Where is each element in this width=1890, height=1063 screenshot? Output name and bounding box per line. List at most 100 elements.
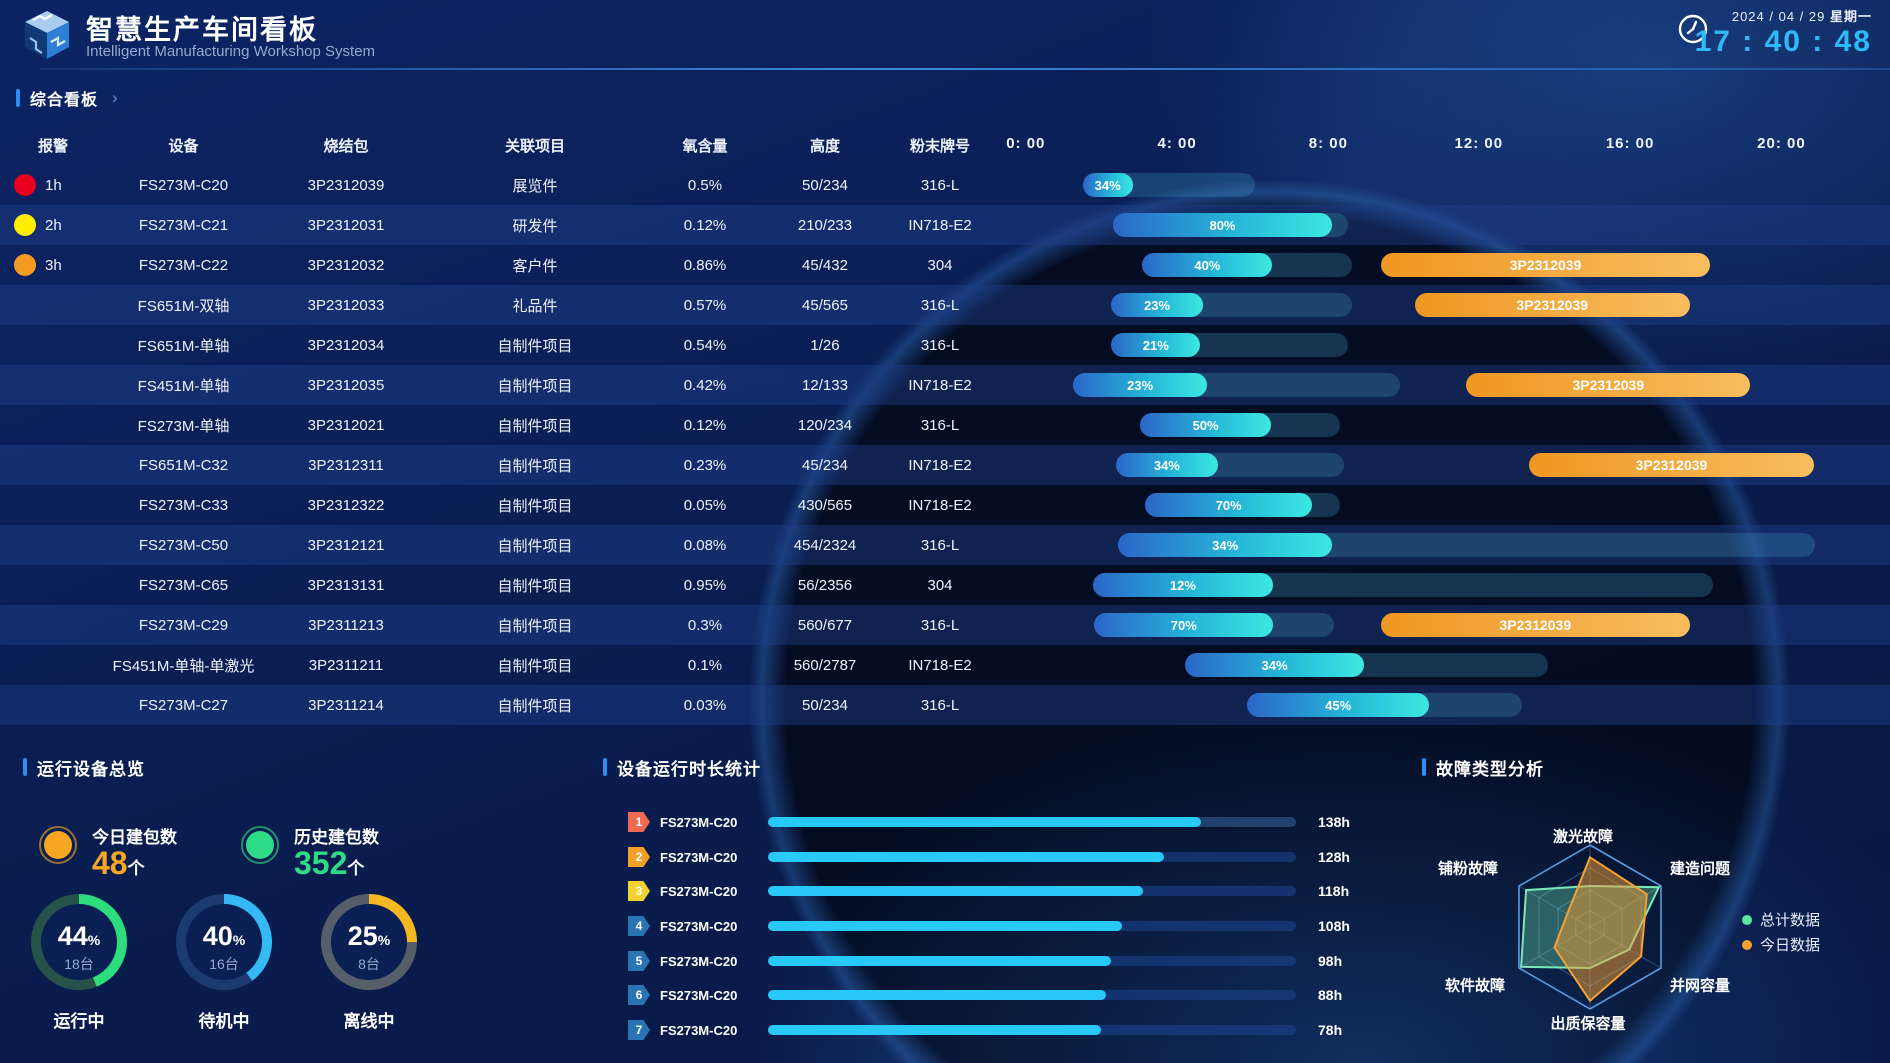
device-name: FS651M-单轴 xyxy=(137,337,230,355)
oxygen-content: 0.42% xyxy=(683,376,727,394)
col-header-project: 关联项目 xyxy=(504,137,565,155)
oxygen-content: 0.05% xyxy=(683,496,727,514)
breadcrumb-accent-bar xyxy=(16,89,20,107)
alarm-duration: 3h xyxy=(45,256,62,274)
breadcrumb-label[interactable]: 综合看板 xyxy=(30,92,99,109)
pack-id: 3P2312322 xyxy=(307,496,385,514)
panel-title-text: 运行设备总览 xyxy=(37,759,145,779)
table-row[interactable]: FS273M-C50 3P2312121 自制件项目 0.08% 454/2324 316… xyxy=(0,525,1890,565)
gantt-pack-bar: 3P2312039 xyxy=(1380,253,1711,277)
gantt-pack-bar: 3P2312039 xyxy=(1528,453,1815,477)
table-row[interactable]: FS651M-单轴 3P2312034 自制件项目 0.54% 1/26 316-L 21% xyxy=(0,325,1890,365)
table-row[interactable]: 3h FS273M-C22 3P2312032 客户件 0.86% 45/432 304 40… xyxy=(0,245,1890,285)
device-name: FS273M-C65 xyxy=(138,576,229,594)
gantt-cell: 12% xyxy=(1000,565,1890,605)
history-packs-value: 352个 xyxy=(294,845,365,881)
legend-item-total[interactable]: 总计数据 xyxy=(1742,909,1820,930)
radar-axis-label: 建造问题 xyxy=(1669,860,1731,878)
runtime-row[interactable]: 3 FS273M-C20 118h xyxy=(600,879,1390,903)
gauge-standby-label: 待机中 xyxy=(198,1012,250,1031)
oxygen-content: 0.08% xyxy=(683,536,727,554)
runtime-row[interactable]: 6 FS273M-C20 88h xyxy=(600,983,1390,1007)
oxygen-content: 0.1% xyxy=(687,656,723,674)
oxygen-content: 0.54% xyxy=(683,336,727,354)
height-value: 1/26 xyxy=(810,336,840,354)
table-row[interactable]: FS451M-单轴 3P2312035 自制件项目 0.42% 12/133 IN718-… xyxy=(0,365,1890,405)
height-value: 210/233 xyxy=(797,216,853,234)
height-value: 560/677 xyxy=(797,616,853,634)
pack-id: 3P2311214 xyxy=(308,696,384,714)
col-header-device: 设备 xyxy=(168,137,199,155)
fault-radar-chart xyxy=(1518,844,1662,1010)
breadcrumb[interactable]: 综合看板 › xyxy=(16,86,118,110)
gauge-offline-text: 25% 8台 xyxy=(347,921,391,972)
gantt-progress-bar: 45% xyxy=(1247,693,1429,717)
table-row[interactable]: FS273M-C33 3P2312322 自制件项目 0.05% 430/565 IN71… xyxy=(0,485,1890,525)
runtime-bar-fill xyxy=(768,921,1122,931)
rank-badge-icon: 5 xyxy=(628,951,650,971)
gantt-cell: 45% xyxy=(1000,685,1890,725)
table-row[interactable]: FS451M-单轴-单激光 3P2311211 自制件项目 0.1% 560/2787 I… xyxy=(0,645,1890,685)
rank-badge-icon: 6 xyxy=(628,985,650,1005)
powder-grade: IN718-E2 xyxy=(908,216,972,234)
device-name: FS651M-C32 xyxy=(138,456,229,474)
project-type: 展览件 xyxy=(512,177,558,195)
table-row[interactable]: 2h FS273M-C21 3P2312031 研发件 0.12% 210/233 IN71… xyxy=(0,205,1890,245)
pack-id: 3P2312035 xyxy=(307,376,385,394)
powder-grade: 316-L xyxy=(920,536,960,554)
pack-id: 3P2312121 xyxy=(307,536,385,554)
runtime-bar-track xyxy=(768,921,1296,931)
alarm-dot-icon xyxy=(14,254,36,276)
powder-grade: 316-L xyxy=(920,616,960,634)
table-row[interactable]: FS273M-单轴 3P2312021 自制件项目 0.12% 120/234 316-L… xyxy=(0,405,1890,445)
device-name: FS273M-C21 xyxy=(138,216,229,234)
height-value: 45/432 xyxy=(802,256,848,274)
gantt-pack-bar: 3P2312039 xyxy=(1380,613,1690,637)
oxygen-content: 0.95% xyxy=(683,576,727,594)
pack-id: 3P2312031 xyxy=(307,216,385,234)
legend-item-today[interactable]: 今日数据 xyxy=(1742,934,1820,955)
radar-axis-label: 软件故障 xyxy=(1444,977,1506,995)
runtime-row[interactable]: 5 FS273M-C20 98h xyxy=(600,949,1390,973)
table-row[interactable]: FS651M-C32 3P2312311 自制件项目 0.23% 45/234 IN718… xyxy=(0,445,1890,485)
runtime-bar-track xyxy=(768,956,1296,966)
radar-axis-label: 铺粉故障 xyxy=(1437,860,1499,878)
alarm-duration: 1h xyxy=(45,176,62,194)
app-logo-icon xyxy=(25,11,69,59)
height-value: 56/2356 xyxy=(797,576,853,594)
oxygen-content: 0.3% xyxy=(687,616,723,634)
powder-grade: 316-L xyxy=(920,696,960,714)
table-row[interactable]: FS651M-双轴 3P2312033 礼品件 0.57% 45/565 316-L 23%… xyxy=(0,285,1890,325)
height-value: 430/565 xyxy=(797,496,853,514)
powder-grade: 304 xyxy=(927,256,953,274)
device-name: FS651M-双轴 xyxy=(137,297,230,315)
table-row[interactable]: FS273M-C27 3P2311214 自制件项目 0.03% 50/234 316-L… xyxy=(0,685,1890,725)
powder-grade: 316-L xyxy=(920,176,960,194)
runtime-bar-fill xyxy=(768,886,1143,896)
table-header-row: 报警 设备 烧结包 关联项目 氧含量 高度 粉末牌号 0: 00 4: 00 8: … xyxy=(0,125,1890,165)
table-row[interactable]: FS273M-C65 3P2313131 自制件项目 0.95% 56/2356 304 1… xyxy=(0,565,1890,605)
runtime-device-name: FS273M-C20 xyxy=(660,987,738,1003)
rank-badge-icon: 3 xyxy=(628,881,650,901)
today-packs-label: 今日建包数 xyxy=(92,828,177,847)
height-value: 120/234 xyxy=(797,416,853,434)
table-row[interactable]: FS273M-C29 3P2311213 自制件项目 0.3% 560/677 316-L… xyxy=(0,605,1890,645)
runtime-row[interactable]: 4 FS273M-C20 108h xyxy=(600,914,1390,938)
radar-axis-label: 并网容量 xyxy=(1669,977,1731,995)
gantt-cell: 34% xyxy=(1000,165,1890,205)
device-name: FS451M-单轴-单激光 xyxy=(112,657,255,675)
project-type: 研发件 xyxy=(512,217,558,235)
gantt-progress-bar: 23% xyxy=(1072,373,1208,397)
height-value: 50/234 xyxy=(802,696,848,714)
history-packs-label: 历史建包数 xyxy=(294,828,379,847)
device-name: FS273M-C50 xyxy=(138,536,229,554)
runtime-row[interactable]: 1 FS273M-C20 138h xyxy=(600,810,1390,834)
legend-label-today: 今日数据 xyxy=(1760,937,1821,954)
time-tick: 4: 00 xyxy=(1157,135,1197,152)
runtime-row[interactable]: 7 FS273M-C20 78h xyxy=(600,1018,1390,1042)
runtime-bar-track xyxy=(768,990,1296,1000)
runtime-bar-track xyxy=(768,817,1296,827)
table-row[interactable]: 1h FS273M-C20 3P2312039 展览件 0.5% 50/234 316-L 3… xyxy=(0,165,1890,205)
runtime-row[interactable]: 2 FS273M-C20 128h xyxy=(600,845,1390,869)
time-tick: 12: 00 xyxy=(1454,135,1504,152)
